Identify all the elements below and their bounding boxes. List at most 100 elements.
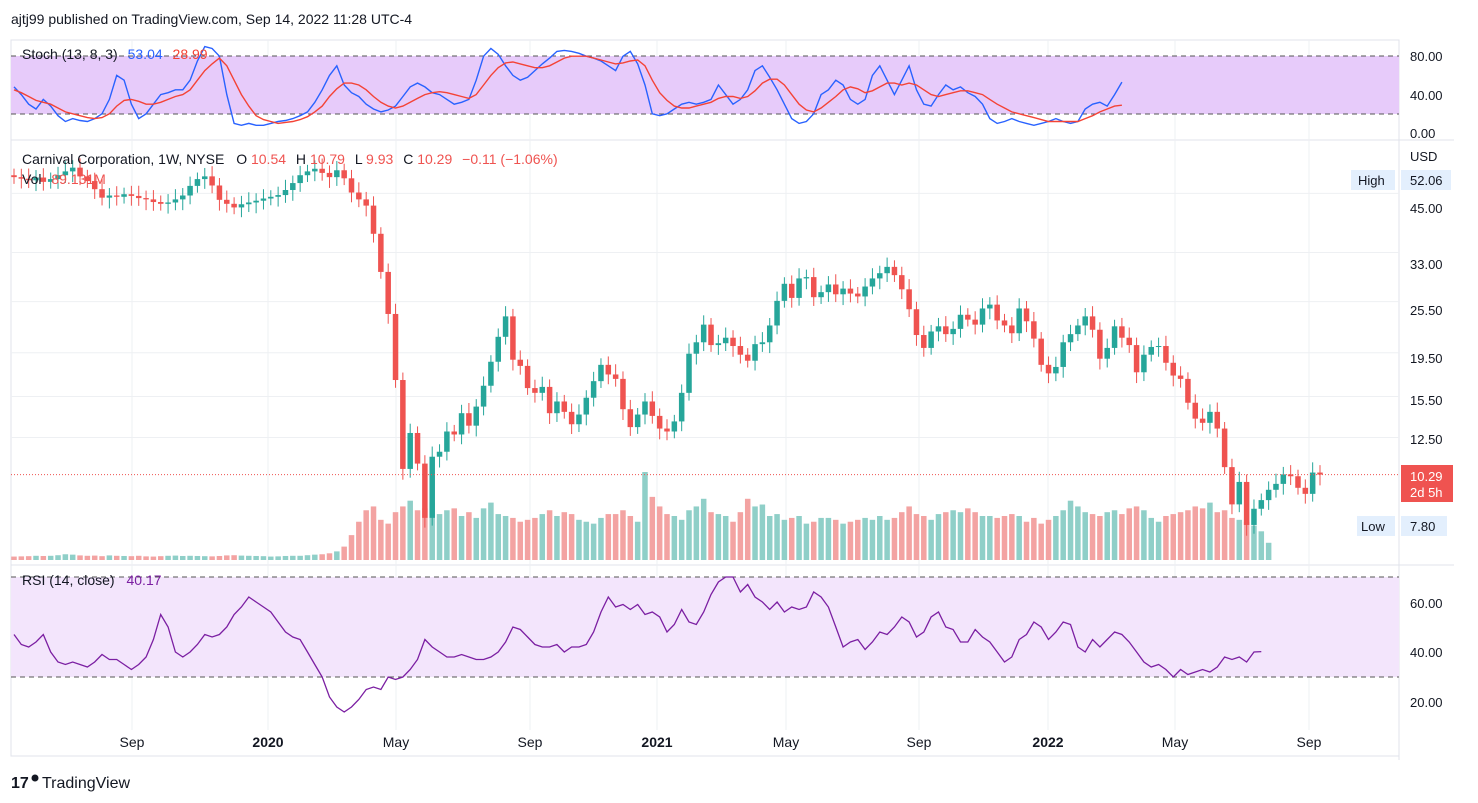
time-label-may-2021: May (773, 734, 799, 750)
price-tick-45: 45.00 (1410, 201, 1443, 216)
candle-body (312, 168, 318, 172)
volume-legend-value: 89.131M (51, 171, 105, 187)
candle-body (370, 205, 377, 234)
candle-body (994, 304, 1000, 321)
candle-body (1001, 320, 1008, 326)
volume-bar (1163, 516, 1169, 560)
volume-bar (957, 512, 964, 560)
volume-bar (1148, 517, 1154, 560)
low-label: Low (1361, 519, 1385, 534)
candle-body (33, 177, 39, 181)
candle-body (576, 414, 582, 425)
volume-bar (686, 510, 692, 560)
candle-body (561, 401, 568, 412)
candle-body (693, 342, 700, 354)
candle-body (671, 421, 678, 432)
volume-bar (774, 514, 780, 560)
candle-body (1045, 364, 1052, 374)
volume-bar (1192, 506, 1199, 560)
candle-body (436, 451, 443, 457)
volume-bar (766, 516, 773, 560)
low-value-box (1401, 516, 1447, 536)
candle-body (326, 172, 333, 178)
low-value: 7.80 (1410, 519, 1435, 534)
candle-body (224, 199, 230, 204)
candle-body (598, 364, 604, 382)
stoch-k-value: 53.04 (128, 46, 163, 62)
volume-bar (1023, 521, 1030, 560)
candle-body (855, 293, 861, 297)
candle-body (180, 195, 186, 200)
candle-body (649, 401, 656, 416)
volume-bar (1053, 516, 1059, 560)
candle-body (1163, 346, 1169, 363)
candle-body (899, 275, 905, 290)
candle-body (135, 195, 142, 199)
volume-bar (979, 516, 986, 560)
candle-body (730, 337, 736, 347)
candle-body (1199, 418, 1206, 423)
candle-body (634, 414, 641, 428)
volume-bar (921, 516, 927, 560)
candle-body (1126, 337, 1132, 346)
candle-body (620, 378, 626, 410)
volume-bar (495, 514, 501, 560)
candle-body (1265, 489, 1272, 501)
candle-body (1251, 508, 1257, 525)
volume-bar (987, 516, 993, 560)
volume-bar (1009, 514, 1015, 560)
volume-bar (546, 510, 553, 560)
candle-body (495, 336, 501, 362)
candle-body (1148, 346, 1154, 355)
volume-bar (99, 556, 105, 560)
last-price-badge (1401, 465, 1453, 502)
candle-body (231, 203, 237, 208)
volume-bar (106, 555, 113, 560)
volume-bar (899, 512, 905, 560)
candle-body (275, 195, 281, 197)
volume-bar (510, 517, 516, 560)
volume-bar (246, 555, 252, 560)
volume-bar (1265, 542, 1272, 560)
candle-body (928, 331, 934, 348)
candle-body (334, 170, 340, 178)
candle-body (788, 283, 795, 298)
stoch-d-line (13, 55, 1122, 125)
tradingview-logo-mark: 17 (11, 775, 29, 792)
stoch-tick-80: 80.00 (1410, 49, 1443, 64)
volume-bar (862, 517, 868, 560)
candle-body (818, 292, 824, 298)
price-tick-33: 33.00 (1410, 257, 1443, 272)
time-label-2022: 2022 (1032, 734, 1063, 750)
candle-body (539, 386, 546, 393)
volume-bar (928, 519, 934, 560)
volume-bar (1207, 502, 1213, 560)
volume-bar (656, 506, 663, 560)
candle-body (877, 273, 883, 279)
candle-body (935, 326, 942, 332)
candle-body (1280, 474, 1287, 484)
volume-bar (84, 555, 91, 560)
candle-body (128, 194, 135, 196)
volume-legend-label: Vol (22, 171, 41, 187)
volume-bar (532, 517, 538, 560)
volume-bar (224, 555, 230, 560)
volume-bar (1251, 525, 1257, 560)
candle-body (957, 314, 964, 329)
volume-bar (1082, 512, 1088, 560)
volume-bar (275, 556, 281, 560)
volume-bar (590, 523, 597, 560)
countdown-value: 2d 5h (1410, 485, 1443, 500)
candle-body (1258, 500, 1265, 509)
ohlc-close: 10.29 (417, 151, 452, 167)
price-tick-19-50: 19.50 (1410, 351, 1443, 366)
volume-bar (216, 555, 223, 560)
volume-bar (77, 555, 83, 560)
candle-body (18, 177, 25, 179)
candle-body (1067, 334, 1074, 343)
volume-bar (1155, 521, 1162, 560)
volume-bar (825, 517, 832, 560)
volume-bar (833, 519, 839, 560)
ohlc-c-label: C (403, 151, 413, 167)
candle-body (84, 176, 91, 182)
